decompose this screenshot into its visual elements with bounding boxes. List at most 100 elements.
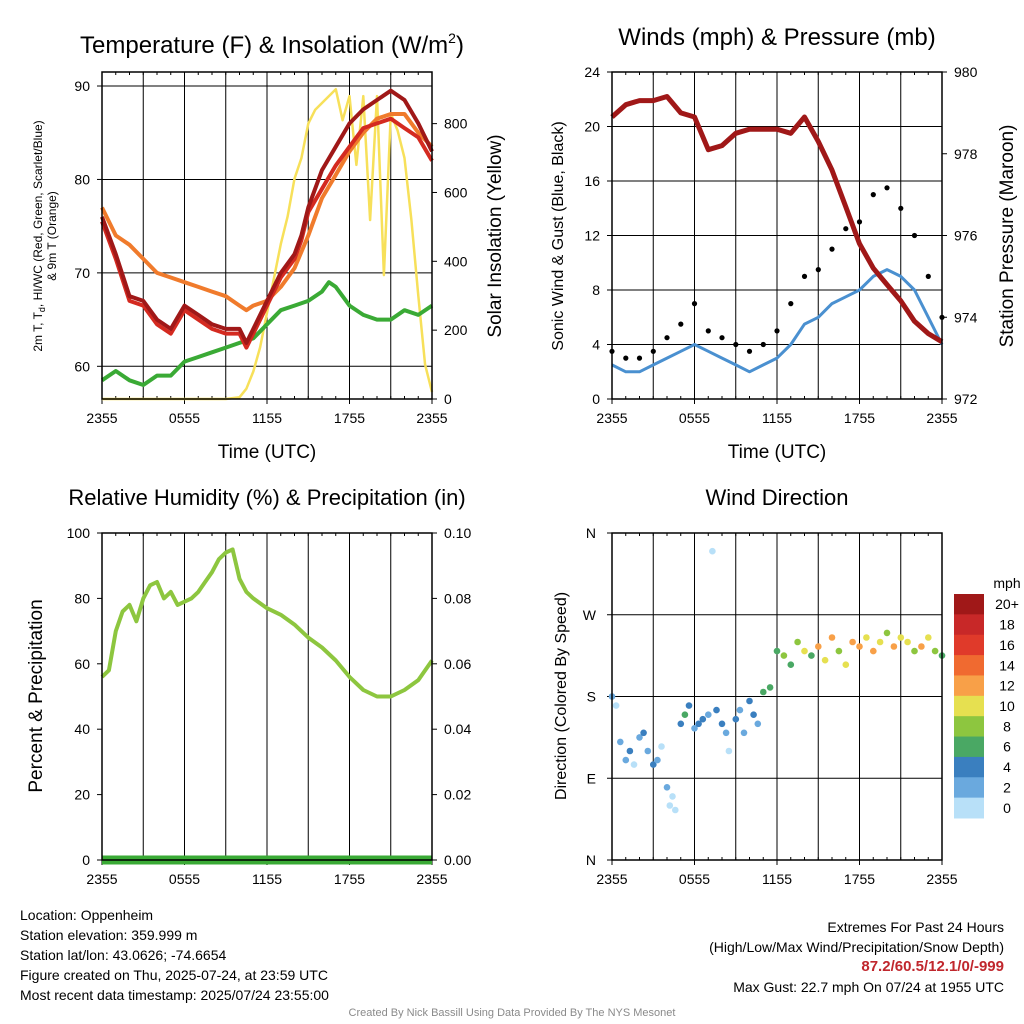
legend-label: 0 — [1003, 800, 1011, 816]
series-line — [100, 88, 434, 345]
gust-point — [898, 205, 904, 211]
location-text: Location: Oppenheim — [20, 907, 154, 923]
x-tick-label: 2355 — [926, 871, 957, 887]
legend-label: 4 — [1003, 759, 1011, 775]
direction-point — [856, 643, 863, 650]
gust-point — [925, 273, 931, 279]
legend-label: 18 — [999, 617, 1015, 633]
y-axis-label: Sonic Wind & Gust (Blue, Black) — [550, 121, 567, 350]
x-tick-label: 2355 — [86, 410, 117, 426]
direction-point — [801, 647, 808, 655]
y2-tick-label: 200 — [444, 322, 468, 338]
extremes-title: Extremes For Past 24 Hours — [827, 919, 1004, 935]
legend-swatch — [954, 594, 984, 615]
pressure-line — [610, 94, 944, 344]
direction-point — [808, 652, 815, 659]
legend-swatch — [954, 614, 984, 636]
y-axis-label: Percent & Precipitation — [26, 599, 47, 792]
wind-speed-colorbar: mph 20+ 18 16 14 12 10 8 6 4 2 0 — [954, 575, 1021, 819]
direction-point — [630, 761, 638, 768]
direction-point — [732, 715, 740, 723]
x-tick-label: 1155 — [252, 410, 282, 426]
chart-title: Winds (mph) & Pressure (mb) — [618, 24, 935, 51]
gust-point — [801, 273, 808, 279]
y2-tick-label: 0.10 — [444, 525, 471, 541]
temperature-insolation-panel: 2355 0555 1155 1755 2355 60 70 80 90 0 200 400 600 80… — [31, 30, 506, 463]
y-tick-label: 90 — [74, 78, 90, 94]
y-tick-label: W — [583, 607, 597, 623]
y-axis-label: Direction (Colored By Speed) — [553, 592, 570, 800]
plot-frame — [611, 532, 943, 861]
elevation-text: Station elevation: 359.999 m — [20, 927, 198, 943]
x-axis-label: Time (UTC) — [728, 442, 827, 463]
y2-tick-label: 0.04 — [444, 721, 471, 737]
y-tick-label: 12 — [584, 228, 600, 244]
gust-point — [884, 185, 890, 191]
y-tick-label: 0 — [592, 391, 600, 407]
y2-tick-label: 976 — [954, 228, 978, 244]
y-tick-label: 70 — [74, 265, 90, 281]
y2-tick-label: 978 — [954, 146, 978, 162]
direction-point — [863, 634, 870, 641]
direction-point — [787, 661, 795, 668]
legend-label: 14 — [999, 657, 1015, 673]
series-line — [100, 112, 434, 313]
y2-tick-label: 800 — [444, 116, 468, 132]
direction-point — [691, 725, 698, 732]
legend-swatch — [954, 777, 984, 799]
legend-title: mph — [993, 575, 1020, 591]
direction-point — [828, 634, 836, 641]
direction-point — [750, 711, 757, 718]
legend-swatch — [954, 655, 984, 676]
y-tick-label: N — [586, 525, 596, 541]
gust-point — [733, 341, 739, 348]
y2-axis-label: Station Pressure (Maroon) — [997, 125, 1018, 348]
direction-point — [644, 747, 652, 755]
x-tick-label: 0555 — [679, 410, 710, 426]
direction-point — [760, 688, 767, 696]
direction-point — [612, 702, 620, 709]
extremes-values: 87.2/60.5/12.1/0/-999 — [861, 958, 1004, 975]
chart-title: Wind Direction — [705, 485, 848, 510]
direction-point — [672, 806, 679, 814]
winds-pressure-panel: 2355 0555 1155 1755 2355 0 4 8 12 16 20 24 972 974 976… — [550, 24, 1018, 463]
direction-point — [622, 756, 630, 764]
direction-point — [681, 711, 689, 718]
gust-point — [636, 355, 643, 361]
x-tick-label: 2355 — [926, 410, 957, 426]
direction-point — [890, 643, 898, 650]
legend-label: 20+ — [995, 596, 1019, 612]
x-tick-label: 0555 — [169, 871, 200, 887]
gust-point — [650, 348, 656, 354]
y2-tick-label: 0.08 — [444, 590, 471, 606]
direction-point — [640, 729, 647, 737]
gust-point — [719, 335, 725, 341]
y-axis-label-2: & 9m T (Orange) — [45, 191, 59, 281]
direction-point — [650, 761, 657, 768]
y2-axis-label: Solar Insolation (Yellow) — [485, 134, 506, 337]
direction-point — [835, 647, 843, 655]
direction-point — [705, 711, 712, 718]
direction-point — [897, 634, 905, 641]
x-tick-label: 1755 — [334, 410, 365, 426]
y2-tick-label: 400 — [444, 253, 468, 269]
direction-point — [773, 647, 781, 655]
direction-point — [780, 652, 788, 659]
y-tick-label: 80 — [74, 171, 90, 187]
direction-point — [666, 802, 674, 809]
y-tick-label: 60 — [74, 656, 90, 672]
direction-point — [904, 638, 911, 646]
x-tick-label: 2355 — [596, 871, 627, 887]
direction-point — [669, 793, 676, 800]
credit-text: Created By Nick Bassill Using Data Provi… — [348, 1007, 676, 1019]
x-tick-label: 2355 — [416, 871, 447, 887]
direction-point — [925, 634, 932, 641]
gust-point — [664, 335, 670, 341]
y-tick-label: 100 — [67, 525, 91, 541]
direction-point — [626, 747, 634, 755]
x-tick-label: 1155 — [252, 871, 282, 887]
direction-point — [677, 720, 685, 728]
legend-label: 10 — [999, 698, 1015, 714]
legend-swatch — [954, 634, 984, 656]
wind-line — [611, 268, 944, 374]
